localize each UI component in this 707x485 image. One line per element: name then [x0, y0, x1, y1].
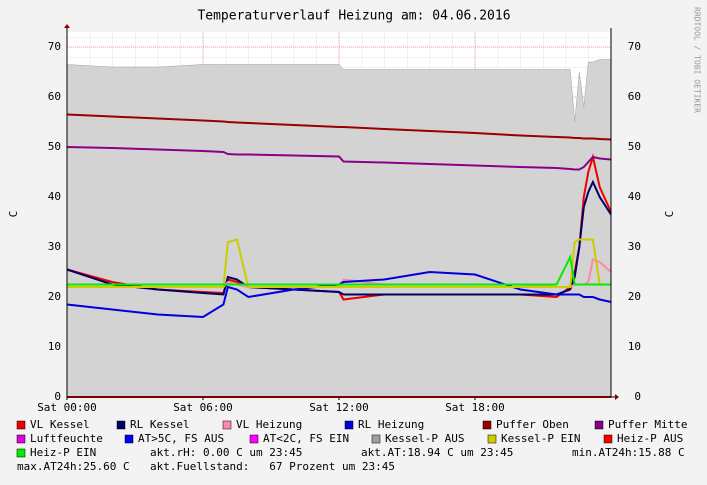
status-text: akt.AT:18.94 C um 23:45 — [361, 446, 513, 459]
y-tick-label-right: 20 — [628, 290, 641, 303]
status-text: min.AT24h:15.88 C — [572, 446, 685, 459]
legend-swatch — [124, 434, 134, 444]
y-tick-label: 70 — [48, 40, 61, 53]
legend-swatch — [344, 420, 354, 430]
y-tick-label: 50 — [48, 140, 61, 153]
y-tick-label-right: 60 — [628, 90, 641, 103]
y-tick-label: 60 — [48, 90, 61, 103]
y-tick-label: 30 — [48, 240, 61, 253]
chart-title: Temperaturverlauf Heizung am: 04.06.2016 — [197, 9, 510, 24]
y-axis-label-right: C — [663, 211, 676, 218]
legend-swatch — [16, 434, 26, 444]
legend-label: Luftfeuchte — [30, 432, 103, 445]
legend: Kessel-P AUS VL Kessel RL Kessel VL Heizung… — [16, 418, 687, 473]
status-text: max.AT24h:25.60 C — [17, 460, 130, 473]
x-tick-label: Sat 00:00 — [37, 401, 97, 414]
line — [66, 113, 612, 141]
legend-label: Kessel-P EIN — [501, 432, 580, 445]
area — [66, 59, 612, 398]
line — [66, 179, 612, 296]
legend-swatch — [16, 448, 26, 458]
legend-label: Heiz-P EIN — [30, 446, 96, 459]
y-axis-label: C — [7, 211, 20, 218]
y-tick-label-right: 30 — [628, 240, 641, 253]
y-tick-label-right: 10 — [628, 340, 641, 353]
legend-label: AT<2C, FS EIN — [263, 432, 349, 445]
axes: 0 0 10 10 20 20 30 30 40 40 50 50 60 60 70 70 Sat 00:00 S… — [37, 24, 641, 414]
legend-swatch — [371, 434, 381, 444]
x-tick-label: Sat 06:00 — [173, 401, 233, 414]
y-tick-label-right: 50 — [628, 140, 641, 153]
legend-swatch — [487, 434, 497, 444]
legend-swatch — [603, 434, 613, 444]
legend-swatch — [482, 420, 492, 430]
line — [66, 270, 612, 319]
legend-label: Puffer Oben — [496, 418, 569, 431]
legend-swatch — [249, 434, 259, 444]
status-text: akt.Fuellstand: 67 Prozent um 23:45 — [150, 460, 395, 473]
legend-label: Heiz-P AUS — [617, 432, 683, 445]
legend-swatch — [594, 420, 604, 430]
y-tick-label-right: 40 — [628, 190, 641, 203]
legend-label: RL Kessel — [130, 418, 190, 431]
legend-swatch — [222, 420, 232, 430]
y-tick-label: 10 — [48, 340, 61, 353]
y-tick-label: 20 — [48, 290, 61, 303]
legend-label: VL Kessel — [30, 418, 90, 431]
plot-lines — [66, 59, 612, 398]
x-tick-label: Sat 18:00 — [445, 401, 505, 414]
y-tick-label-right: 70 — [628, 40, 641, 53]
legend-label: AT>5C, FS AUS — [138, 432, 224, 445]
legend-label: RL Heizung — [358, 418, 424, 431]
line — [67, 253, 611, 286]
legend-label: Puffer Mitte — [608, 418, 687, 431]
legend-swatch — [16, 420, 26, 430]
legend-label: Kessel-P AUS — [385, 432, 464, 445]
line — [67, 238, 611, 288]
x-axis-arrow — [615, 394, 619, 400]
legend-swatch — [116, 420, 126, 430]
y-axis-arrow — [64, 24, 70, 28]
status-text: akt.rH: 0.00 C um 23:45 — [150, 446, 302, 459]
line — [66, 146, 612, 171]
y-tick-label-right: 0 — [634, 390, 641, 403]
legend-label: VL Heizung — [236, 418, 302, 431]
y-tick-label: 0 — [54, 390, 61, 403]
watermark: RRDTOOL / TOBI OETIKER — [693, 7, 702, 113]
y-tick-label: 40 — [48, 190, 61, 203]
x-tick-label: Sat 12:00 — [309, 401, 369, 414]
